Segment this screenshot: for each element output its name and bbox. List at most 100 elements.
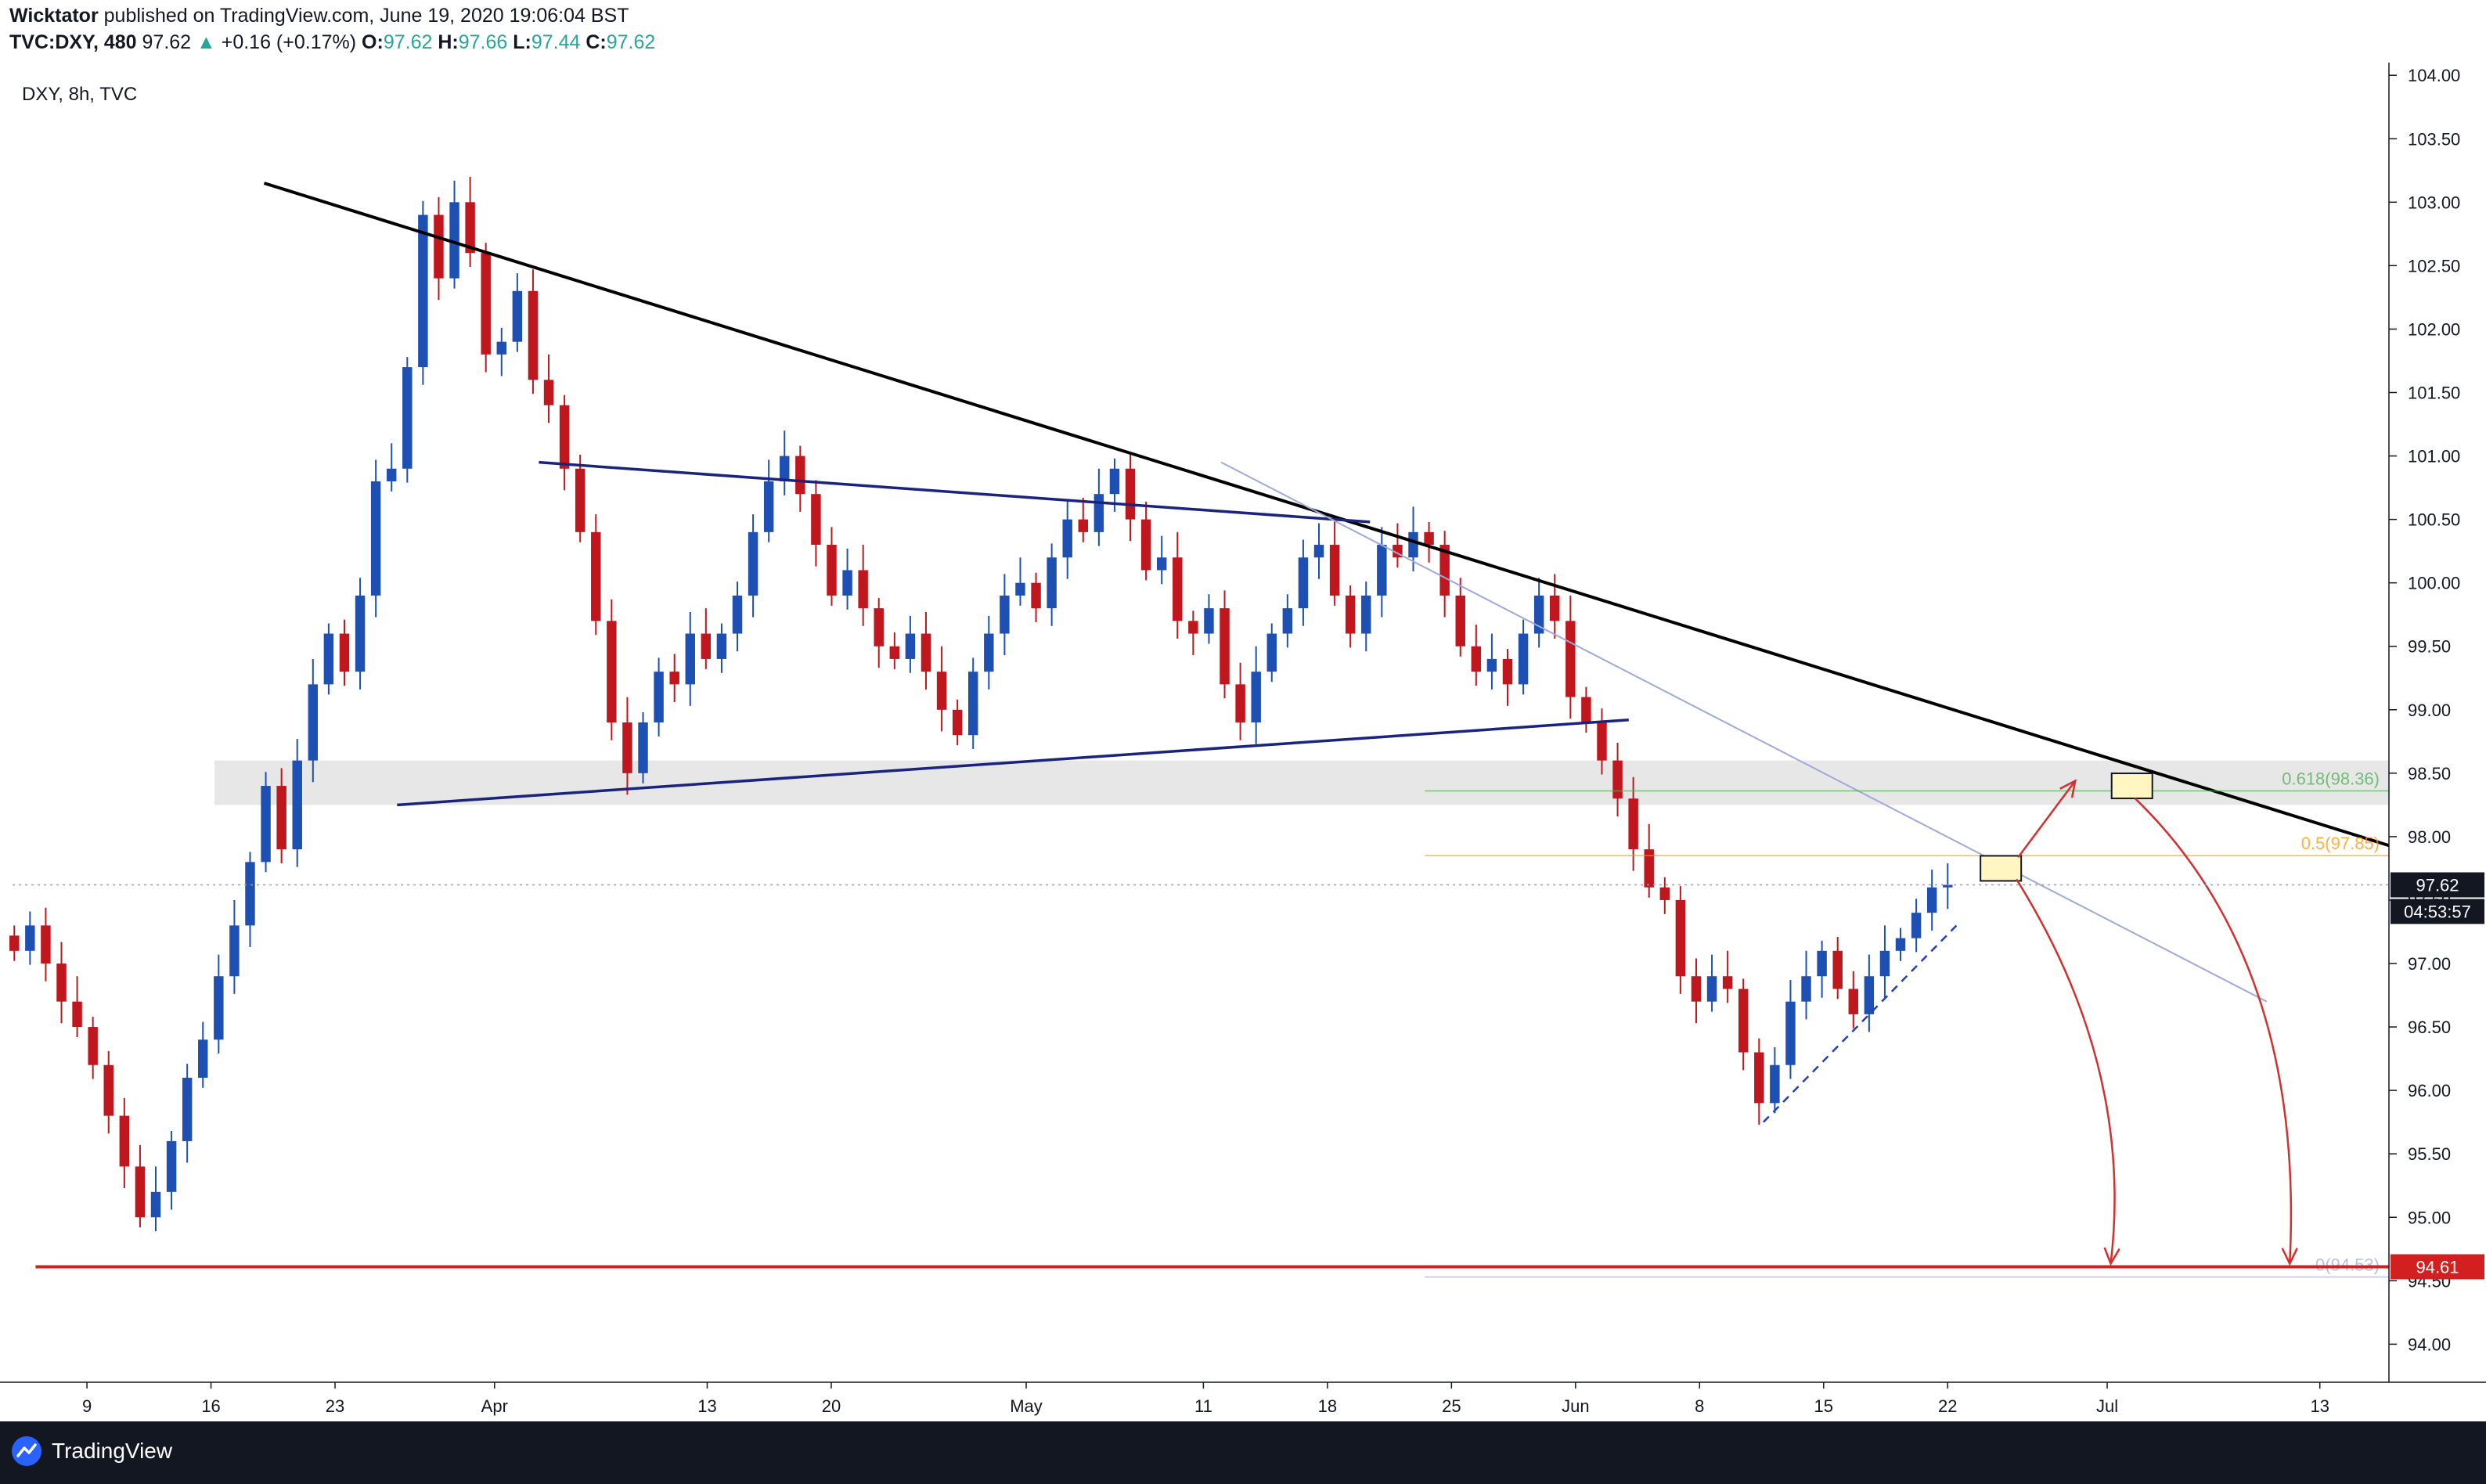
candle-body: [1031, 582, 1041, 609]
price-tick-label: 102.00: [2408, 319, 2460, 339]
price-axis: 104.00 103.50 103.00 102.50 102.00 101.50 101.…: [2388, 63, 2484, 1382]
candle-body: [1502, 658, 1513, 685]
candle-body: [1785, 1001, 1796, 1065]
arrow-down-curve-1: [2016, 878, 2116, 1264]
candle-body: [1675, 899, 1686, 977]
price-change: +0.16 (+0.17%): [221, 31, 357, 53]
candle-body: [1612, 760, 1623, 799]
target-box-mid: [1980, 855, 2023, 882]
chart-header: Wicktator published on TradingView.com, …: [0, 0, 2486, 63]
time-tick-label: 9: [82, 1396, 92, 1416]
triangle-upper-line: [539, 460, 1371, 524]
target-box-high: [2110, 773, 2153, 800]
candle-body: [543, 380, 554, 405]
candle-body: [1895, 938, 1906, 951]
candle-body: [166, 1140, 177, 1192]
candle-body: [858, 570, 868, 609]
up-arrow-icon: ▲: [196, 31, 216, 53]
price-tag-timer-label: 04:53:57: [2404, 902, 2471, 922]
candle-body: [1879, 950, 1890, 977]
publish-line: Wicktator published on TradingView.com, …: [9, 5, 629, 27]
candle-body: [1408, 531, 1418, 558]
candle-body: [370, 481, 381, 596]
price-tick-label: 100.00: [2408, 574, 2460, 593]
publish-text: published on TradingView.com, June 19, 2…: [103, 5, 629, 27]
candle-body: [1644, 849, 1654, 888]
price-tick-label: 97.00: [2408, 954, 2451, 974]
candle-body: [1864, 976, 1875, 1014]
price-tick-label: 95.00: [2408, 1208, 2451, 1227]
open-label: O:: [362, 31, 384, 53]
candle-body: [952, 709, 963, 736]
candle-body: [214, 976, 224, 1040]
candle-body: [1770, 1064, 1780, 1104]
candle-body: [984, 633, 994, 672]
candle-body: [135, 1166, 146, 1218]
price-tick-label: 94.00: [2408, 1335, 2451, 1354]
candle-body: [1659, 887, 1670, 900]
candle-body: [795, 456, 805, 495]
arrow-down-curve-2: [2134, 798, 2293, 1264]
candle-body: [1109, 468, 1120, 495]
candle-body: [1345, 595, 1356, 634]
time-tick-label: 25: [1442, 1396, 1461, 1416]
candle-body: [654, 672, 664, 722]
price-tick-label: 98.00: [2408, 827, 2451, 847]
candle-body: [1220, 608, 1230, 685]
chart-area[interactable]: 0.618(98.36) 0.5(97.85) 0(94.53) 104.00 103…: [0, 63, 2486, 1421]
open-value: 97.62: [383, 31, 433, 53]
arrow-up: [2017, 780, 2077, 859]
candle-body: [701, 633, 712, 659]
candle-body: [1204, 608, 1214, 634]
candle-body: [72, 1001, 82, 1028]
candle-body: [229, 925, 240, 977]
candle-body: [103, 1064, 113, 1116]
candle-body: [1078, 519, 1089, 532]
candle-body: [449, 202, 459, 279]
time-tick-label: Jun: [1562, 1396, 1589, 1416]
candle-body: [25, 925, 35, 951]
candle-body: [842, 570, 852, 596]
tradingview-logo-icon[interactable]: [11, 1435, 42, 1467]
candle-body: [1125, 468, 1136, 520]
arrow-down-head-2: [2281, 1248, 2298, 1266]
candle-body: [638, 722, 648, 773]
candle-body: [559, 405, 570, 469]
price-tick-label: 98.50: [2408, 764, 2451, 783]
candle-body: [1738, 989, 1749, 1053]
candle-body: [512, 290, 523, 342]
candle-body: [968, 672, 978, 736]
time-axis: 9 16 23 Apr 13 20 May 11 18 25 Jun 8 15 22 Jul 13: [0, 1381, 2486, 1416]
close-value: 97.62: [606, 31, 656, 53]
candle-body: [669, 672, 679, 685]
candle-body: [716, 633, 727, 659]
candle-body: [276, 786, 286, 850]
candle-body: [936, 672, 947, 710]
candle-body: [575, 468, 585, 532]
time-tick-label: 23: [326, 1396, 344, 1416]
candle-body: [905, 633, 916, 659]
candle-body: [1329, 545, 1340, 596]
candle-body: [402, 367, 413, 469]
price-tick-label: 101.50: [2408, 384, 2460, 403]
candle-body: [245, 862, 255, 926]
price-tick-label: 104.00: [2408, 66, 2460, 85]
candle-body: [1424, 531, 1434, 546]
candle-body: [780, 456, 790, 481]
candle-body: [1235, 684, 1245, 722]
author-name[interactable]: Wicktator: [9, 5, 99, 27]
candle-body: [1361, 595, 1371, 634]
candle-body: [1298, 557, 1309, 609]
candle-body: [418, 214, 428, 368]
candle-body: [41, 925, 51, 964]
time-tick-label: 16: [201, 1396, 220, 1416]
candle-body: [1597, 722, 1607, 761]
candle-body: [1062, 519, 1072, 558]
chart-canvas[interactable]: 0.618(98.36) 0.5(97.85) 0(94.53) 104.00 103…: [0, 63, 2486, 1421]
time-tick-label: Jul: [2096, 1396, 2118, 1416]
last-price: 97.62: [142, 31, 192, 53]
price-tag-support-label: 94.61: [2416, 1257, 2459, 1277]
candle-body: [748, 531, 758, 596]
tradingview-brand[interactable]: TradingView: [52, 1439, 173, 1463]
candle-body: [1754, 1052, 1764, 1104]
